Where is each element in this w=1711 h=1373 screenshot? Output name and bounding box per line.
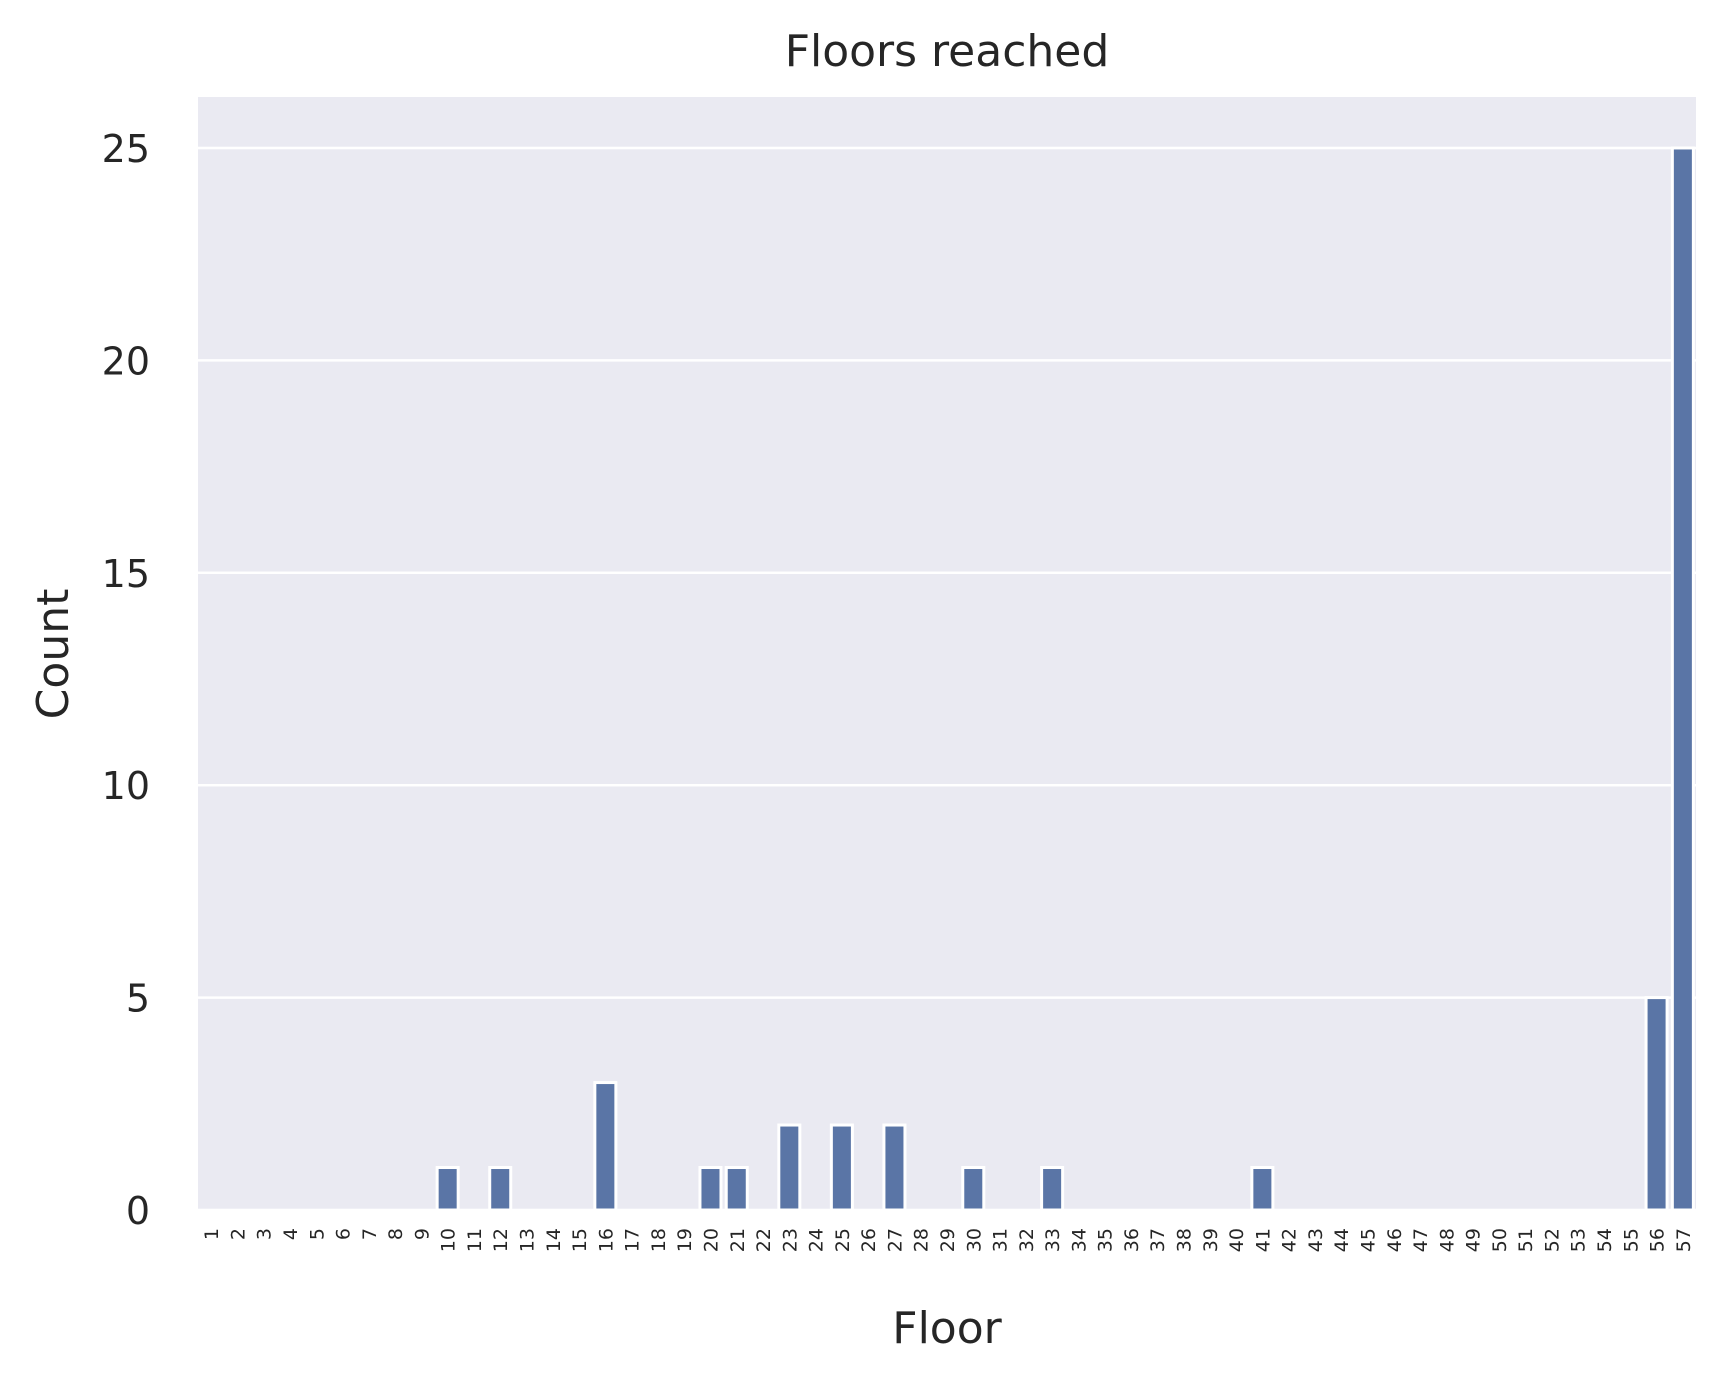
x-tick-label: 32 (1016, 1228, 1038, 1252)
x-tick-label: 55 (1620, 1228, 1642, 1252)
x-tick-label: 41 (1252, 1228, 1274, 1252)
y-tick-label: 15 (102, 552, 150, 596)
x-tick-label: 26 (858, 1228, 880, 1252)
x-tick-label: 31 (990, 1228, 1012, 1252)
x-tick-label: 33 (1042, 1228, 1064, 1252)
x-tick-label: 47 (1410, 1228, 1432, 1252)
x-tick-label: 40 (1226, 1228, 1248, 1252)
x-tick-label: 6 (333, 1228, 355, 1240)
bars (435, 146, 1695, 1212)
y-tick-label: 5 (126, 977, 150, 1021)
x-tick-label: 25 (832, 1228, 854, 1252)
bar-floor-25 (829, 1123, 854, 1212)
y-tick-label: 10 (102, 764, 150, 808)
bar-floor-20 (698, 1166, 723, 1212)
x-tick-label: 37 (1147, 1228, 1169, 1252)
bar-floor-12 (488, 1166, 513, 1212)
bar-floor-27 (882, 1123, 907, 1212)
x-tick-label: 46 (1384, 1228, 1406, 1252)
x-tick-label: 12 (490, 1228, 512, 1252)
x-tick-label: 1 (201, 1228, 223, 1240)
bar-floor-10 (435, 1166, 460, 1212)
x-tick-label: 42 (1279, 1228, 1301, 1252)
x-tick-label: 45 (1357, 1228, 1379, 1252)
x-tick-label: 21 (727, 1228, 749, 1252)
x-tick-label: 9 (411, 1228, 433, 1240)
bar-floor-23 (777, 1123, 802, 1212)
x-tick-label: 15 (569, 1228, 591, 1252)
x-tick-label: 43 (1305, 1228, 1327, 1252)
x-tick-label: 54 (1594, 1228, 1616, 1252)
x-axis-label: Floor (892, 1303, 1002, 1354)
x-tick-label: 53 (1568, 1228, 1590, 1252)
x-tick-label: 10 (438, 1228, 460, 1252)
x-tick-label: 2 (227, 1228, 249, 1240)
x-tick-label: 22 (753, 1228, 775, 1252)
x-tick-label: 49 (1463, 1228, 1485, 1252)
x-tick-label: 35 (1095, 1228, 1117, 1252)
bar-floor-16 (593, 1081, 618, 1212)
x-tick-label: 57 (1673, 1228, 1695, 1252)
x-tick-label: 18 (648, 1228, 670, 1252)
y-tick-label: 20 (102, 339, 150, 383)
bar-floor-33 (1040, 1166, 1065, 1212)
plot-background (198, 97, 1696, 1210)
x-tick-label: 34 (1068, 1228, 1090, 1252)
x-tick-label: 16 (595, 1228, 617, 1252)
x-tick-label: 30 (963, 1228, 985, 1252)
x-tick-label: 44 (1331, 1228, 1353, 1252)
x-tick-label: 39 (1200, 1228, 1222, 1252)
x-tick-label: 4 (280, 1228, 302, 1240)
x-tick-label: 19 (674, 1228, 696, 1252)
x-tick-label: 11 (464, 1228, 486, 1252)
x-tick-label: 48 (1436, 1228, 1458, 1252)
x-tick-label: 23 (779, 1228, 801, 1252)
bar-floor-41 (1250, 1166, 1275, 1212)
y-axis-label: Count (28, 589, 79, 720)
x-tick-label: 50 (1489, 1228, 1511, 1252)
x-tick-label: 3 (254, 1228, 276, 1240)
x-tick-label: 14 (543, 1228, 565, 1252)
x-tick-label: 5 (306, 1228, 328, 1240)
x-tick-label: 38 (1174, 1228, 1196, 1252)
x-tick-label: 20 (700, 1228, 722, 1252)
bar-floor-56 (1644, 996, 1669, 1212)
chart-title: Floors reached (785, 26, 1110, 77)
x-tick-label: 36 (1121, 1228, 1143, 1252)
bar-floor-21 (724, 1166, 749, 1212)
bar-floor-57 (1670, 146, 1695, 1212)
x-tick-label: 52 (1541, 1228, 1563, 1252)
x-tick-label: 13 (517, 1228, 539, 1252)
bar-floor-30 (961, 1166, 986, 1212)
x-tick-label: 8 (385, 1228, 407, 1240)
x-tick-label: 27 (884, 1228, 906, 1252)
x-tick-label: 29 (937, 1228, 959, 1252)
x-tick-label: 56 (1647, 1228, 1669, 1252)
grid-lines (198, 146, 1696, 1212)
x-tick-label: 7 (359, 1228, 381, 1240)
x-tick-label: 17 (622, 1228, 644, 1252)
x-tick-label: 51 (1515, 1228, 1537, 1252)
x-tick-labels: 1 2 3 4 5 6 7 8 9 10 11 12 13 14 15 16 17 18 19 20 21 22 23 24 2… (201, 1228, 1695, 1252)
x-tick-label: 28 (911, 1228, 933, 1252)
x-tick-label: 24 (806, 1228, 828, 1252)
y-tick-label: 0 (126, 1189, 150, 1233)
y-tick-labels: 0 5 10 15 20 25 (102, 127, 150, 1233)
y-tick-label: 25 (102, 127, 150, 171)
